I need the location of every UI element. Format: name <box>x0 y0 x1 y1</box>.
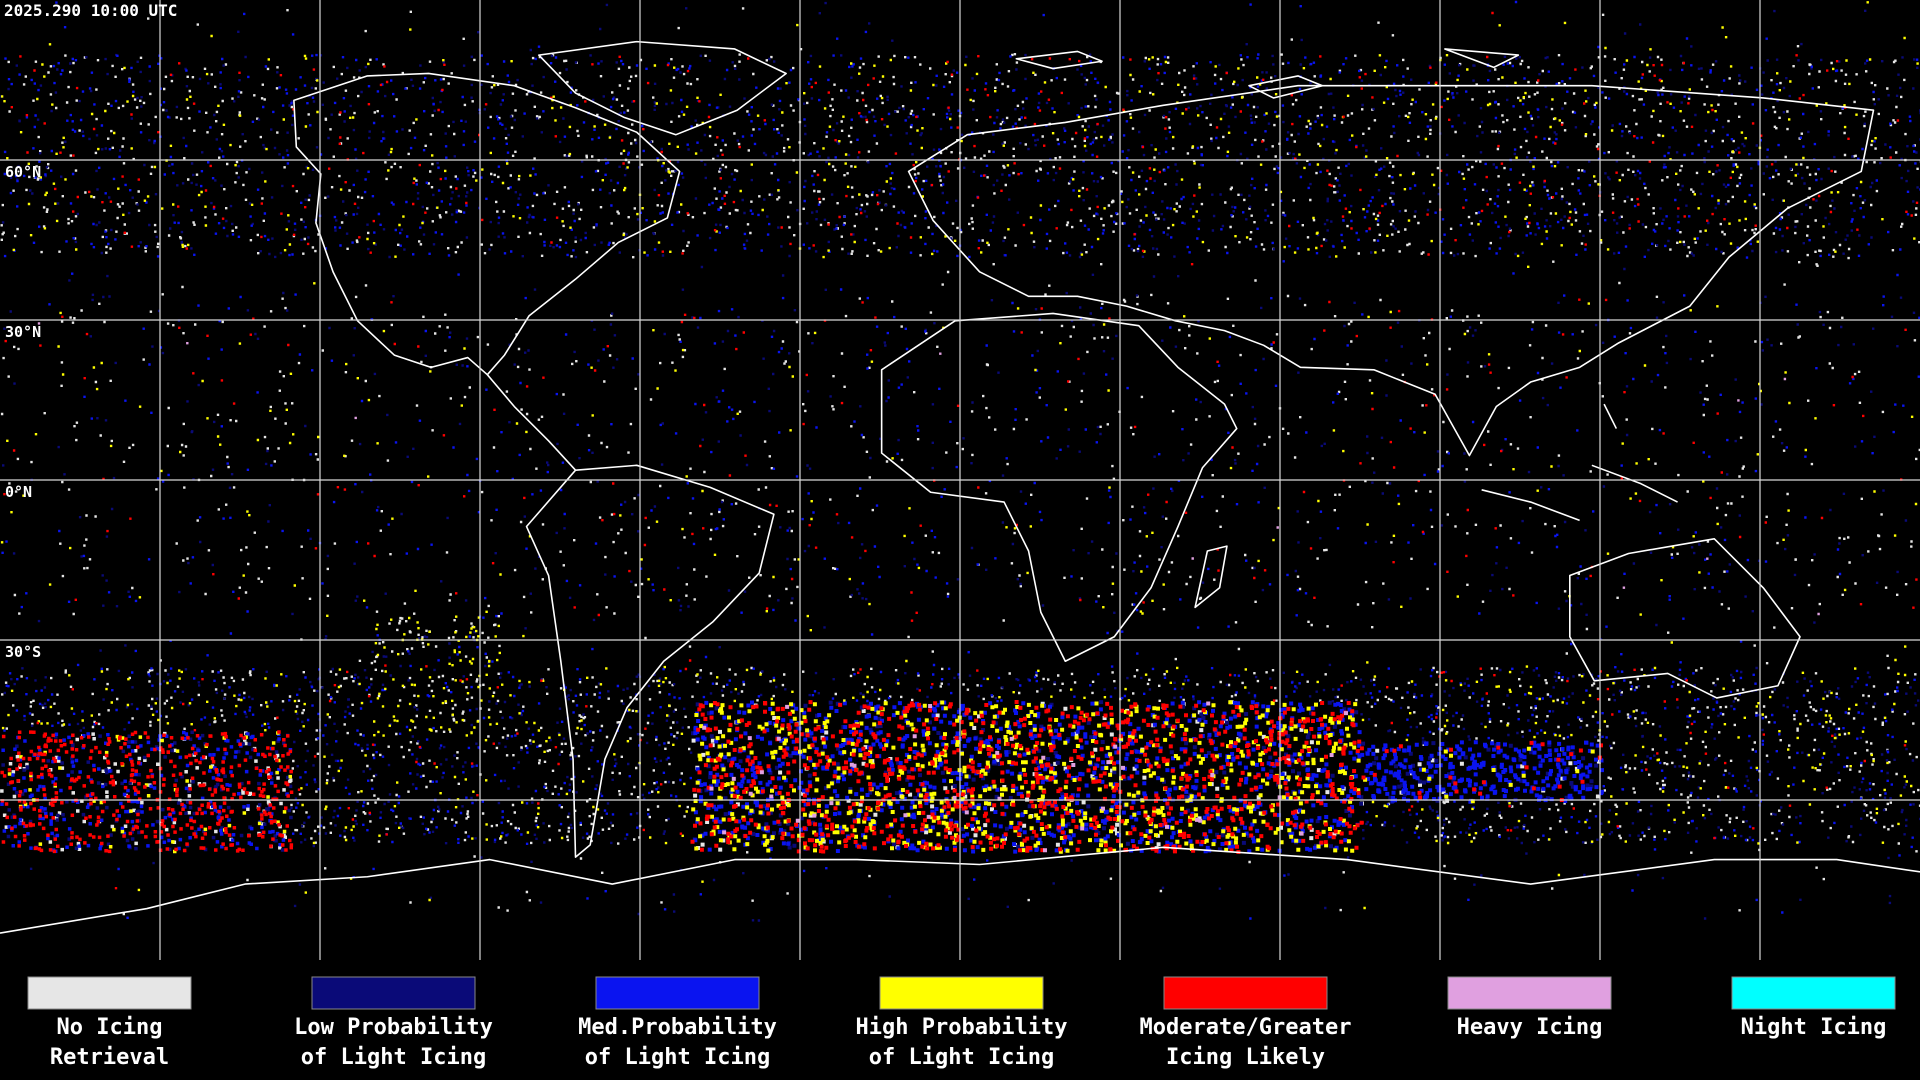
coastline <box>537 40 787 136</box>
coastlines <box>0 40 1920 934</box>
legend-swatch <box>1163 976 1328 1010</box>
legend-label: High Probability <box>856 1015 1068 1040</box>
coastline <box>1015 48 1520 99</box>
legend-swatch <box>595 976 760 1010</box>
icing-speckle <box>0 11 1919 890</box>
legend-swatch <box>879 976 1044 1010</box>
coastline <box>907 84 1875 457</box>
legend-label: of Light Icing <box>301 1045 486 1070</box>
coastline <box>0 846 1920 934</box>
legend: No Icing Retrieval Low Probability of Light… <box>27 976 1896 1070</box>
latitude-label: 30°N <box>5 323 41 341</box>
graticule <box>0 0 1920 960</box>
coastline <box>293 72 681 376</box>
coastline <box>1569 537 1801 699</box>
legend-label: Icing Likely <box>1166 1045 1325 1070</box>
legend-label: of Light Icing <box>869 1045 1054 1070</box>
legend-swatch <box>311 976 476 1010</box>
legend-label: Moderate/Greater <box>1140 1015 1352 1040</box>
coastline <box>1481 403 1678 522</box>
coastline <box>525 464 775 858</box>
coastline <box>1194 545 1228 609</box>
latitude-label: 60°N <box>5 163 41 181</box>
legend-label: No Icing <box>57 1015 163 1040</box>
timestamp: 2025.290 10:00 UTC <box>4 1 177 20</box>
icing-field <box>0 0 1920 922</box>
latitude-label: 30°S <box>5 643 41 661</box>
legend-swatch <box>1731 976 1896 1010</box>
latitude-labels: 60°N 30°N 0°N 30°S <box>5 163 41 661</box>
legend-label: Retrieval <box>50 1045 169 1070</box>
legend-label: Med.Probability <box>578 1015 777 1040</box>
legend-label: Low Probability <box>294 1015 493 1040</box>
legend-label: of Light Icing <box>585 1045 770 1070</box>
latitude-label: 0°N <box>5 483 32 501</box>
legend-label: Night Icing <box>1741 1015 1887 1040</box>
legend-swatch <box>27 976 192 1010</box>
legend-label: Heavy Icing <box>1457 1015 1603 1040</box>
coastline <box>880 312 1238 663</box>
legend-swatch <box>1447 976 1612 1010</box>
coastline <box>486 374 577 471</box>
